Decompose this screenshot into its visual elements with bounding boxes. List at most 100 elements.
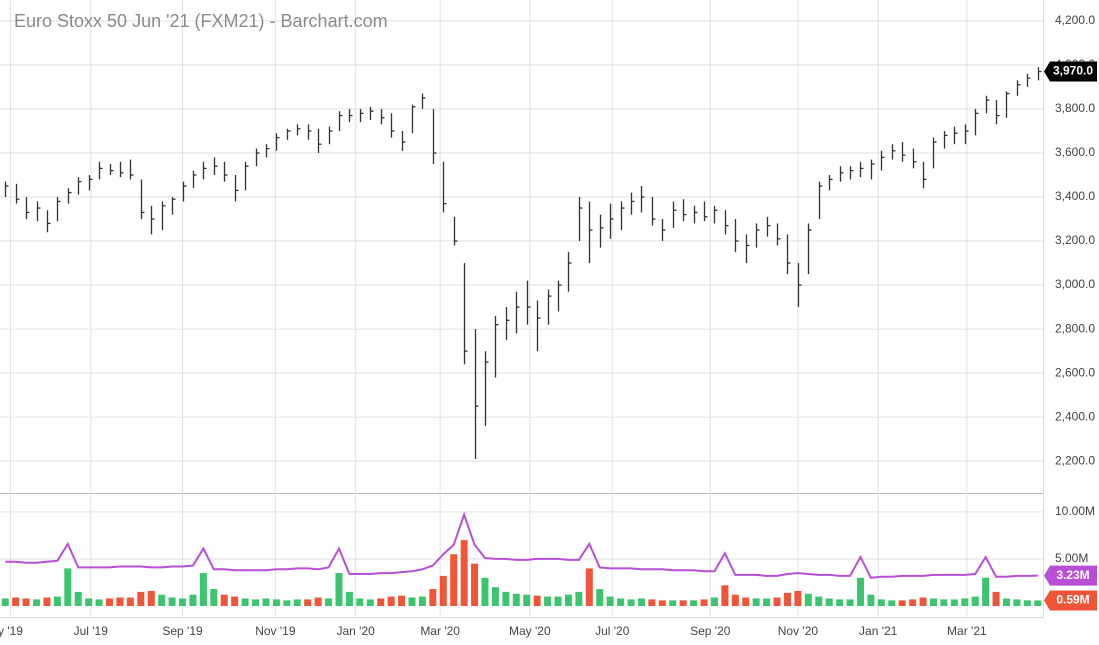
- volume-badge-label: 0.59M: [1056, 593, 1089, 607]
- volume-bar: [742, 597, 750, 606]
- volume-bar: [679, 600, 687, 606]
- volume-bar: [262, 598, 270, 606]
- volume-bar: [836, 599, 844, 606]
- y-tick-label: 3,200.0: [1055, 233, 1095, 247]
- y-tick-label: 10.00M: [1055, 504, 1095, 518]
- volume-bar: [179, 598, 187, 606]
- volume-bar: [481, 577, 489, 606]
- y-tick-label: 3,000.0: [1055, 277, 1095, 291]
- volume-bar: [585, 568, 593, 606]
- volume-bar: [783, 592, 791, 606]
- volume-bar: [220, 594, 228, 606]
- volume-bar: [450, 554, 458, 606]
- volume-bar: [856, 577, 864, 606]
- volume-bar: [1, 598, 9, 606]
- x-tick-label: Jan '20: [336, 624, 375, 638]
- volume-bar: [293, 599, 301, 606]
- volume-bar: [971, 596, 979, 606]
- volume-bar: [137, 591, 145, 606]
- last-price-badge: [1044, 61, 1097, 82]
- y-tick-label: 4,200.0: [1055, 13, 1095, 27]
- volume-bar: [1023, 600, 1031, 606]
- y-tick-label: 2,200.0: [1055, 453, 1095, 467]
- volume-bar: [773, 597, 781, 606]
- volume-badge-label: 3.23M: [1056, 568, 1089, 582]
- volume-bar: [189, 594, 197, 606]
- volume-bar: [272, 599, 280, 606]
- x-tick-label: Jul '19: [74, 624, 109, 638]
- volume-bar: [606, 596, 614, 606]
- volume-bar: [648, 599, 656, 606]
- y-tick-label: 2,800.0: [1055, 321, 1095, 335]
- volume-bar: [231, 596, 239, 606]
- volume-bar: [898, 600, 906, 606]
- x-tick-label: Jul '20: [595, 624, 630, 638]
- volume-bar: [1034, 600, 1042, 606]
- volume-bar: [575, 591, 583, 606]
- volume-bar: [721, 585, 729, 606]
- volume-bar: [158, 594, 166, 606]
- volume-bar: [398, 595, 406, 606]
- volume-bar: [929, 598, 937, 606]
- volume-bar: [12, 597, 20, 606]
- volume-bar: [408, 597, 416, 606]
- volume-bar: [366, 599, 374, 606]
- y-tick-label: 3,600.0: [1055, 145, 1095, 159]
- volume-bar: [314, 597, 322, 606]
- volume-bar: [126, 597, 134, 606]
- volume-bar: [168, 597, 176, 606]
- volume-bar: [22, 598, 30, 606]
- volume-bar: [325, 598, 333, 606]
- y-tick-label: 2,400.0: [1055, 409, 1095, 423]
- volume-bar: [700, 599, 708, 606]
- volume-bar: [418, 596, 426, 606]
- volume-badge: [1044, 590, 1097, 611]
- volume-bar: [804, 593, 812, 606]
- y-tick-label: 5.00M: [1055, 551, 1088, 565]
- volume-bar: [815, 596, 823, 606]
- last-price-label: 3,970.0: [1053, 64, 1093, 78]
- volume-bar: [304, 599, 312, 606]
- x-tick-label: May '20: [509, 624, 551, 638]
- x-tick-label: Sep '20: [690, 624, 731, 638]
- x-tick-label: y '19: [0, 624, 23, 638]
- volume-bar: [116, 597, 124, 606]
- volume-bar: [335, 573, 343, 606]
- volume-bar: [533, 595, 541, 606]
- volume-bar: [33, 599, 41, 606]
- y-tick-label: 2,600.0: [1055, 365, 1095, 379]
- volume-bar: [283, 600, 291, 606]
- volume-bar: [554, 596, 562, 606]
- volume-bar: [95, 599, 103, 606]
- volume-bar: [982, 577, 990, 606]
- volume-bar: [53, 596, 61, 606]
- x-tick-label: Nov '19: [255, 624, 296, 638]
- volume-bar: [43, 597, 51, 606]
- volume-bar: [439, 575, 447, 606]
- grid: [0, 0, 1043, 617]
- volume-bar: [377, 598, 385, 606]
- x-tick-label: Nov '20: [778, 624, 819, 638]
- volume-bar: [710, 597, 718, 606]
- volume-bar: [356, 598, 364, 606]
- volume-bar: [763, 598, 771, 606]
- volume-bar: [658, 600, 666, 606]
- volume-bar: [877, 599, 885, 606]
- x-tick-label: Mar '21: [947, 624, 987, 638]
- volume-bar: [491, 587, 499, 606]
- labels: y '19 Jul '19 Sep '19 Nov '19 Jan '20 Mar '20…: [0, 13, 1097, 638]
- volume-bar: [825, 598, 833, 606]
- volume-bar: [210, 589, 218, 606]
- volume-bar: [471, 563, 479, 606]
- volume-bar: [345, 591, 353, 606]
- volume-bar: [794, 590, 802, 606]
- volume-bar: [637, 598, 645, 606]
- chart-title: Euro Stoxx 50 Jun '21 (FXM21) - Barchart…: [14, 11, 388, 31]
- volume-bar: [940, 599, 948, 606]
- x-tick-label: Sep '19: [162, 624, 203, 638]
- volume-average-line: [5, 511, 1038, 579]
- volume-bar: [147, 590, 155, 606]
- volume-bar: [512, 593, 520, 606]
